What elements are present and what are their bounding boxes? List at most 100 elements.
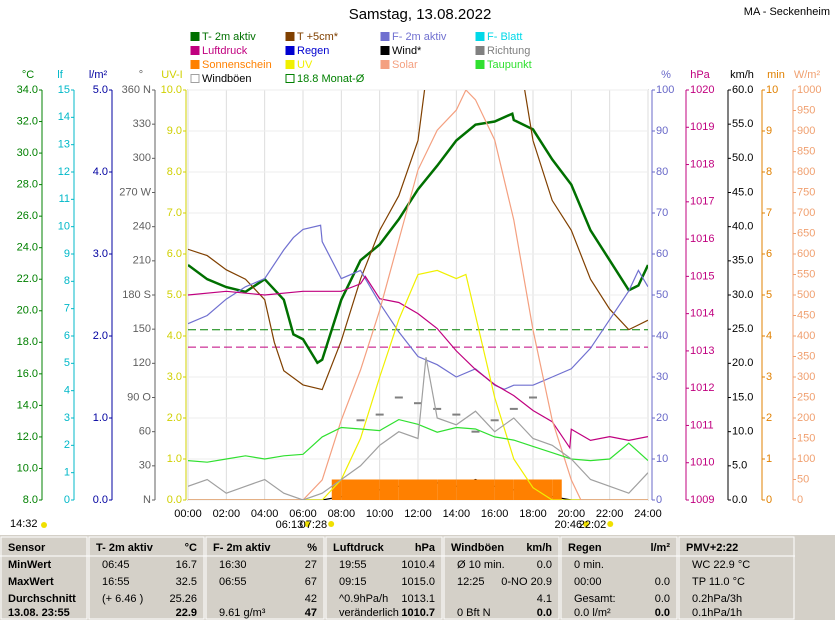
cell-text: (+ 6.46 ) bbox=[102, 593, 143, 605]
y-tick-label: 240 bbox=[133, 221, 151, 233]
plot-marks bbox=[188, 90, 648, 500]
y-tick-label: 34.0 bbox=[17, 84, 38, 96]
cell-text: 16:55 bbox=[102, 576, 130, 588]
y-tick-label: 500 bbox=[797, 289, 815, 301]
x-tick-label: 18:00 bbox=[519, 508, 547, 520]
y-tick-label: 45.0 bbox=[732, 186, 753, 198]
bar bbox=[513, 479, 533, 500]
bar bbox=[418, 479, 438, 500]
y-tick-label: 3 bbox=[766, 371, 772, 383]
legend-swatch bbox=[380, 46, 390, 55]
bar bbox=[456, 479, 476, 500]
legend-label: T +5cm* bbox=[297, 31, 339, 43]
series-line bbox=[188, 90, 648, 500]
y-tick-label: 1010 bbox=[690, 457, 714, 469]
y-tick-label: 0 bbox=[64, 494, 70, 506]
cell-text: 16:30 bbox=[219, 559, 247, 571]
y-tick-label: 150 bbox=[133, 323, 151, 335]
y-tick-label: 1017 bbox=[690, 196, 714, 208]
y-tick-label: 1020 bbox=[690, 84, 714, 96]
y-tick-label: 1019 bbox=[690, 121, 714, 133]
y-tick-label: 24.0 bbox=[17, 242, 38, 254]
x-tick-label: 10:00 bbox=[366, 508, 394, 520]
y-tick-label: 650 bbox=[797, 227, 815, 239]
x-tick-label: 12:00 bbox=[404, 508, 432, 520]
y-tick-label: 70 bbox=[656, 207, 668, 219]
legend-swatch bbox=[285, 60, 295, 69]
y-tick-label: 11 bbox=[59, 193, 70, 205]
cell-text: TP 11.0 °C bbox=[692, 576, 745, 588]
y-tick-label: 10.0 bbox=[17, 462, 38, 474]
footnote: 14:32 bbox=[10, 518, 38, 530]
y-tick-label: N bbox=[143, 494, 151, 506]
y-tick-label: 9 bbox=[64, 248, 70, 260]
legend-swatch bbox=[190, 46, 200, 55]
cell-text: 19:55 bbox=[339, 559, 367, 571]
legend-swatch bbox=[475, 32, 485, 41]
row-label: 13.08. 23:55 bbox=[8, 607, 70, 619]
cell-value: 27 bbox=[305, 559, 317, 571]
y-tick-label: 3 bbox=[64, 412, 70, 424]
y-tick-label: 10 bbox=[58, 221, 70, 233]
y-tick-label: 5.0 bbox=[93, 84, 108, 96]
y-tick-label: 7 bbox=[766, 207, 772, 219]
y-tick-label: 1014 bbox=[690, 308, 714, 320]
legend-label: Taupunkt bbox=[487, 59, 532, 71]
bar bbox=[331, 479, 342, 500]
cell-value: 0.0 bbox=[537, 559, 552, 571]
sun-event-label: 07:28 bbox=[300, 519, 328, 531]
y-tick-label: 550 bbox=[797, 268, 815, 280]
axis-title: % bbox=[661, 69, 671, 81]
legend-label: F- Blatt bbox=[487, 31, 522, 43]
y-tick-label: 28.0 bbox=[17, 179, 38, 191]
legend-swatch bbox=[475, 46, 485, 55]
series-line bbox=[188, 224, 648, 390]
y-tick-label: 4 bbox=[766, 330, 772, 342]
y-tick-label: 300 bbox=[797, 371, 815, 383]
y-tick-label: 350 bbox=[797, 350, 815, 362]
y-tick-label: 30 bbox=[139, 460, 151, 472]
cell-value: 67 bbox=[305, 576, 317, 588]
table-unit: hPa bbox=[415, 542, 436, 554]
cell-value: 16.7 bbox=[176, 559, 197, 571]
y-tick-label: 55.0 bbox=[732, 118, 753, 130]
table-header: T- 2m aktiv bbox=[96, 542, 154, 554]
y-tick-label: 400 bbox=[797, 330, 815, 342]
y-tick-label: 8 bbox=[64, 275, 70, 287]
y-tick-label: 12.0 bbox=[17, 431, 38, 443]
y-tick-label: 20.0 bbox=[17, 305, 38, 317]
y-tick-label: 12 bbox=[58, 166, 70, 178]
x-tick-label: 06:00 bbox=[289, 508, 317, 520]
y-tick-label: 5 bbox=[766, 289, 772, 301]
table-cell bbox=[205, 536, 325, 620]
bar bbox=[360, 479, 380, 500]
sun-event-mark bbox=[304, 521, 311, 527]
cell-text: 12:25 bbox=[457, 576, 485, 588]
bar bbox=[437, 479, 457, 500]
cell-value: 1013.1 bbox=[401, 593, 435, 605]
y-tick-label: 0 bbox=[797, 494, 803, 506]
bar bbox=[341, 479, 361, 500]
y-tick-label: 90 bbox=[656, 125, 668, 137]
table-cell bbox=[88, 536, 205, 620]
y-tick-label: 14 bbox=[58, 111, 70, 123]
series-line bbox=[188, 269, 648, 500]
y-tick-label: 30.0 bbox=[17, 147, 38, 159]
bar bbox=[379, 479, 399, 500]
y-tick-label: 2.0 bbox=[93, 330, 108, 342]
legend-swatch bbox=[285, 32, 295, 41]
table-cell bbox=[678, 536, 795, 620]
y-tick-label: 450 bbox=[797, 309, 815, 321]
cell-text: 9.61 g/m³ bbox=[219, 607, 266, 619]
y-tick-label: 90 O bbox=[127, 391, 151, 403]
bar bbox=[494, 479, 514, 500]
table-header: Sensor bbox=[8, 542, 46, 554]
sun-event-mark bbox=[583, 521, 590, 527]
y-tick-label: 600 bbox=[797, 248, 815, 260]
table-header: Luftdruck bbox=[333, 542, 385, 554]
table-header: F- 2m aktiv bbox=[213, 542, 271, 554]
axis-title: l/m² bbox=[89, 69, 108, 81]
y-tick-label: 1.0 bbox=[167, 453, 182, 465]
x-tick-label: 20:00 bbox=[558, 508, 586, 520]
